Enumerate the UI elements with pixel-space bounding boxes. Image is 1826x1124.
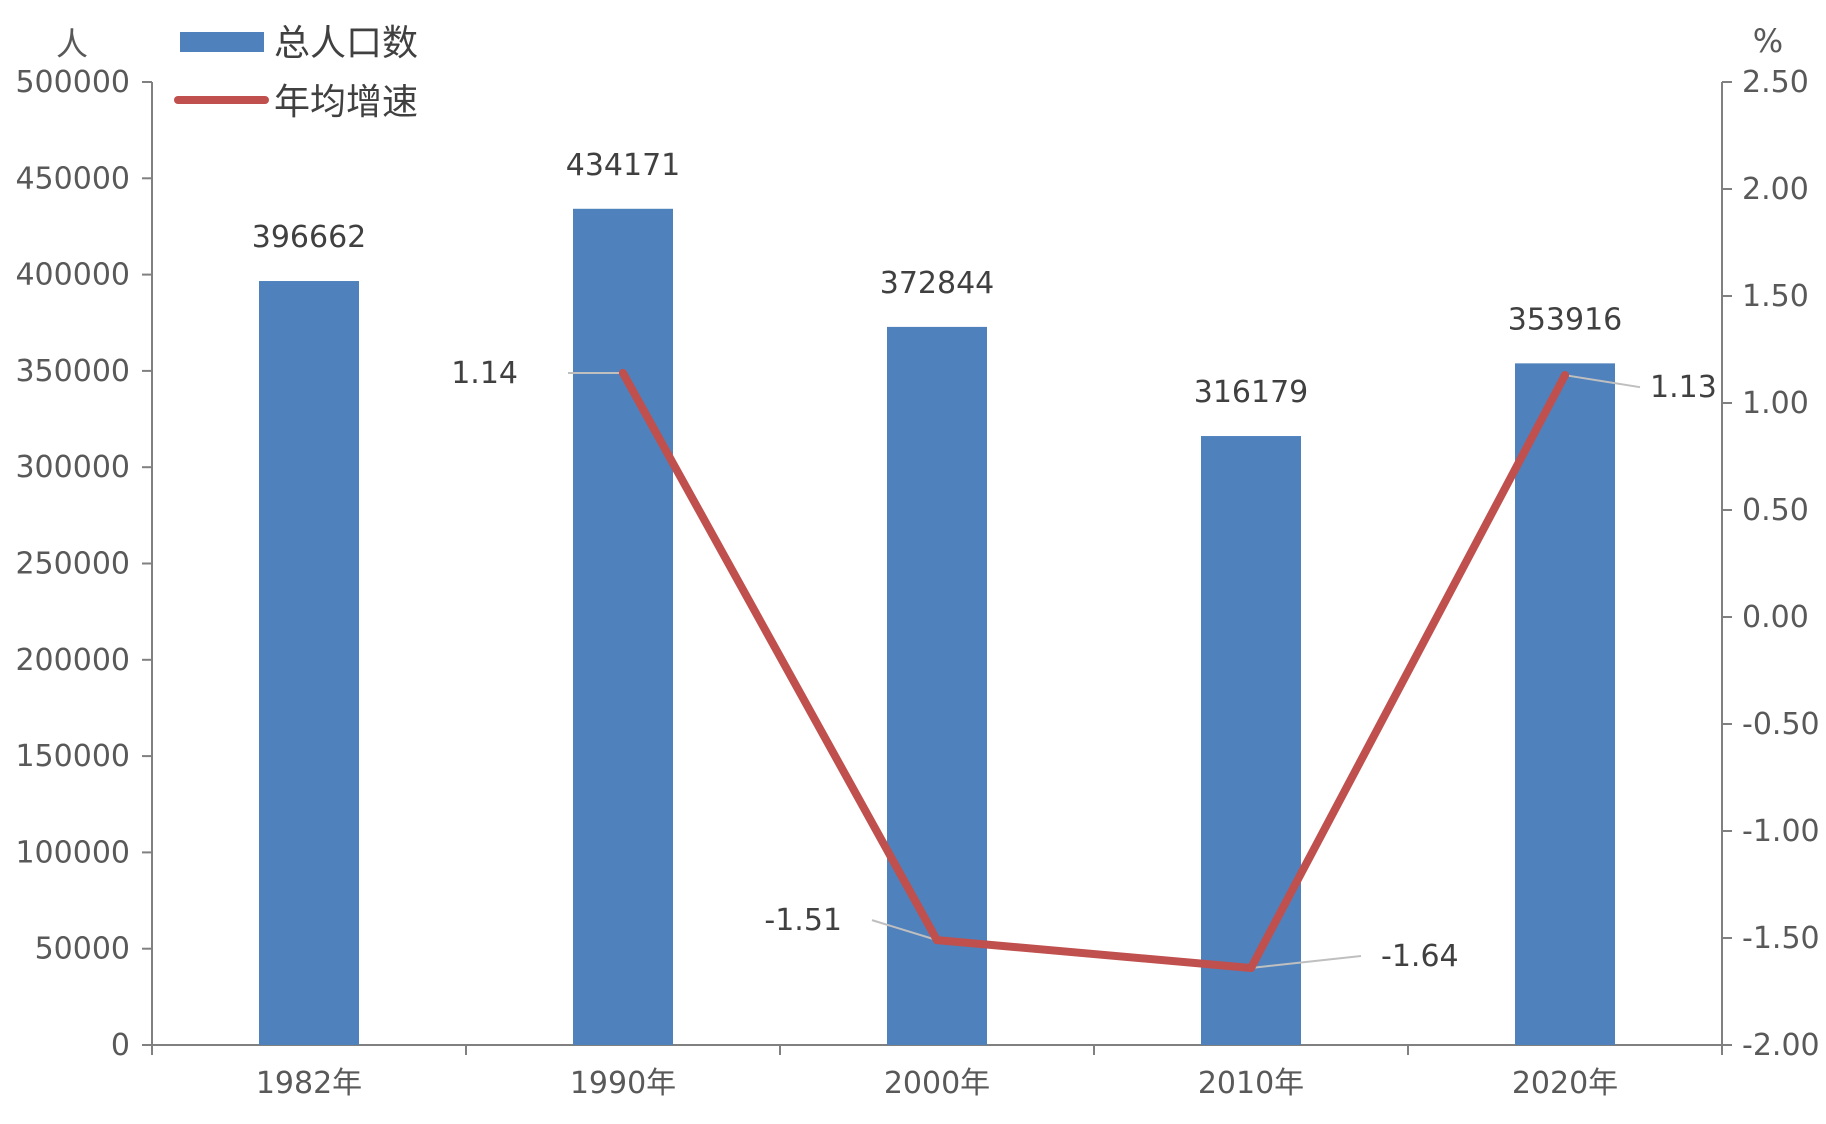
- leader-line: [1564, 374, 1641, 389]
- legend-label-line: 年均增速: [274, 82, 418, 123]
- bar-series: [259, 208, 1615, 1046]
- bar-value-label: 353916: [1508, 302, 1623, 337]
- y-right-tick-label: 0.00: [1742, 600, 1809, 635]
- line-value-label: 1.14: [451, 356, 518, 391]
- y-right-tick-label: -0.50: [1742, 707, 1820, 742]
- y-left-tick-label: 200000: [15, 643, 130, 678]
- axes: 0 50000 100000 150000 200000 250000 300000 3500…: [15, 22, 1819, 1101]
- y-right-tick-label: 2.00: [1742, 172, 1809, 207]
- x-tick-label: 2020年: [1512, 1066, 1618, 1101]
- line-point: [933, 936, 941, 945]
- bar: [259, 281, 359, 1045]
- y-right-tick-label: -1.50: [1742, 921, 1820, 956]
- line-point: [1247, 963, 1255, 972]
- x-tick-label: 2010年: [1198, 1066, 1304, 1101]
- bar-value-label: 434171: [566, 148, 681, 183]
- data-labels: 396662 434171 372844 316179 353916 1.14 -1.51 -…: [252, 148, 1717, 974]
- x-tick-label: 2000年: [884, 1066, 990, 1101]
- legend-label-bar: 总人口数: [274, 23, 418, 64]
- line-value-label: -1.64: [1381, 939, 1459, 974]
- y-left-tick-label: 350000: [15, 354, 130, 389]
- line-value-label: -1.51: [764, 903, 842, 938]
- y-right-tick-label: 0.50: [1742, 493, 1809, 528]
- legend-swatch-bar: [180, 32, 264, 52]
- bar-value-label: 372844: [880, 266, 995, 301]
- y-left-tick-label: 500000: [15, 65, 130, 100]
- y-left-tick-label: 400000: [15, 258, 130, 293]
- y-left-tick-label: 250000: [15, 547, 130, 582]
- y-right-tick-label: 2.50: [1742, 65, 1809, 100]
- x-tick-label: 1990年: [570, 1066, 676, 1101]
- y-left-unit: 人: [56, 25, 88, 63]
- line-point: [619, 369, 627, 378]
- leader-line: [871, 919, 938, 942]
- line-value-label: 1.13: [1650, 370, 1717, 405]
- bar-value-label: 316179: [1194, 375, 1309, 410]
- y-left-tick-label: 450000: [15, 161, 130, 196]
- y-right-tick-label: 1.00: [1742, 386, 1809, 421]
- y-right-tick-label: 1.50: [1742, 279, 1809, 314]
- y-right-tick-label: -1.00: [1742, 814, 1820, 849]
- y-left-tick-label: 100000: [15, 835, 130, 870]
- y-left-tick-label: 0: [111, 1028, 130, 1063]
- line-path: [619, 369, 1569, 972]
- y-left-tick-label: 50000: [35, 932, 130, 967]
- line-point: [1561, 371, 1569, 380]
- bar-value-label: 396662: [252, 220, 367, 255]
- bar: [573, 208, 673, 1046]
- leader-line: [1250, 954, 1362, 969]
- y-right-tick-label: -2.00: [1742, 1028, 1820, 1063]
- x-tick-label: 1982年: [256, 1066, 362, 1101]
- y-left-tick-label: 150000: [15, 739, 130, 774]
- leader-lines: [568, 372, 1641, 969]
- bar: [1201, 436, 1301, 1045]
- bar: [1515, 363, 1615, 1045]
- bar: [887, 326, 987, 1045]
- line-series: [619, 369, 1569, 972]
- y-right-unit: %: [1753, 22, 1783, 60]
- y-left-tick-label: 300000: [15, 450, 130, 485]
